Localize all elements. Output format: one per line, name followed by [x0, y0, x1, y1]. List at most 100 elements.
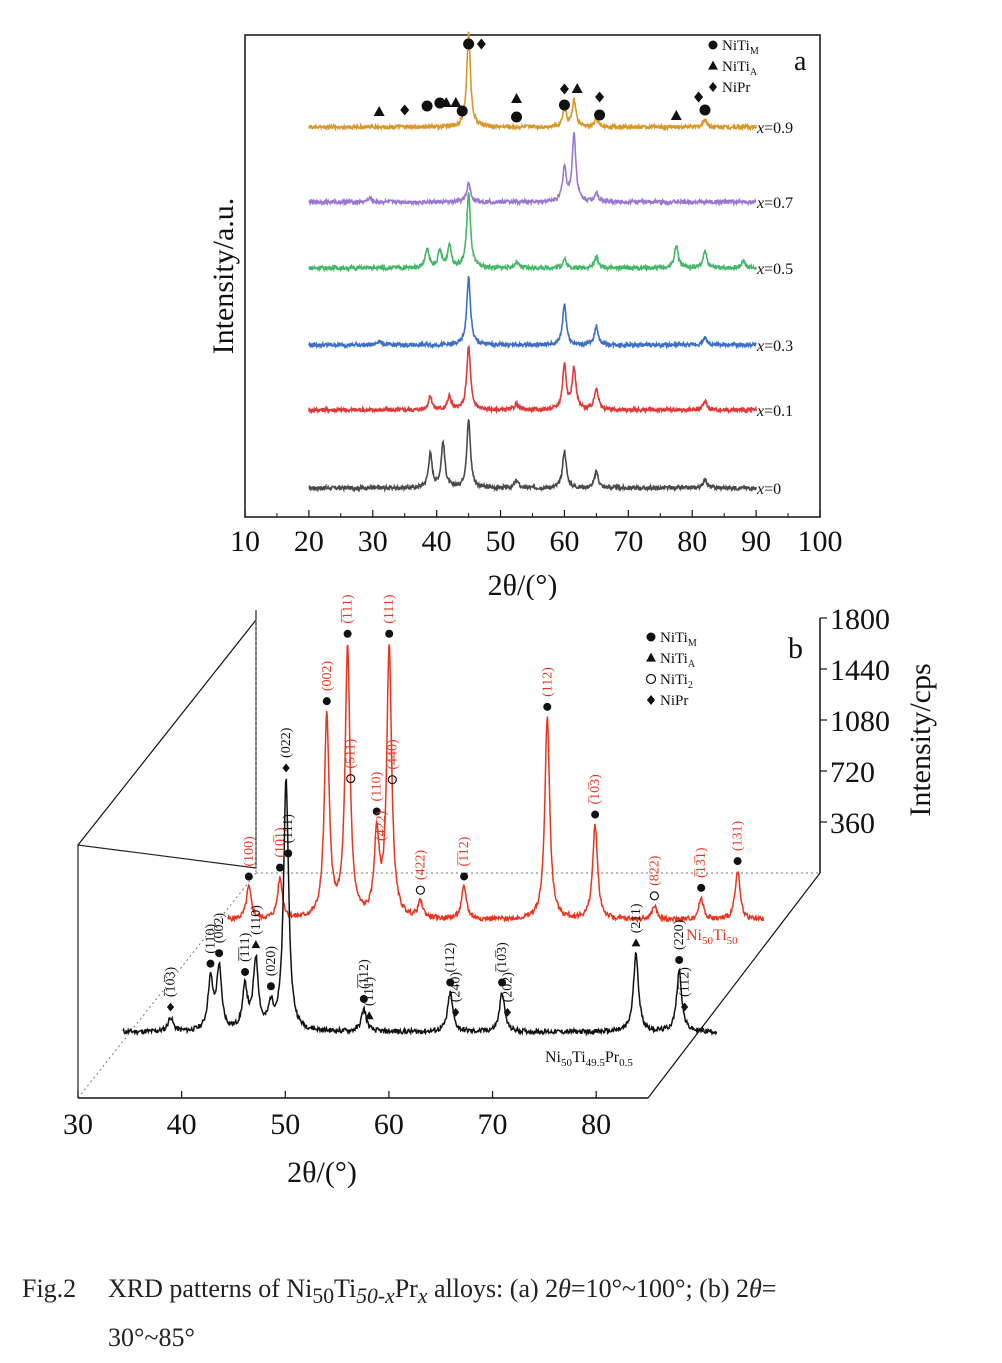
niti-a-marker [631, 938, 641, 947]
legend-a: NiTiM NiTiA NiPr [708, 38, 759, 96]
series-label: x=0.9 [756, 120, 793, 137]
niti-m-marker [456, 105, 468, 117]
nipr-marker [595, 91, 605, 103]
x-tick-label: 60 [549, 525, 579, 558]
niti-m-marker [241, 967, 250, 976]
hkl-label: (111) [281, 814, 296, 844]
series-label: x=0.5 [756, 261, 793, 278]
pattern-line [308, 276, 757, 350]
caption-sub: 50 [312, 1284, 335, 1309]
series-label-part: Ni [686, 927, 703, 944]
niti-m-marker [206, 959, 215, 968]
panel-label-b: b [788, 632, 803, 665]
hkl-label: (112) [540, 667, 555, 697]
niti-m-marker [463, 38, 475, 50]
y-tick-label: 1440 [830, 654, 890, 687]
y-axis-ticks-b: 360 720 1080 1440 1800 [820, 603, 890, 840]
x-tick-label: 50 [270, 1108, 300, 1141]
hkl-label: (020) [264, 946, 279, 977]
series-label-ni50ti50: Ni50Ti50 [686, 927, 738, 947]
legend-label: NiTiA [722, 59, 758, 78]
niti-a-marker [646, 652, 656, 662]
hkl-label: (̅1̅11) [341, 594, 356, 624]
xrd-chart-a: 10 20 30 40 50 60 70 80 90 100 2θ/(°) Intensity/a.u… [207, 31, 843, 600]
nipr-marker [708, 82, 718, 92]
annotations-ni50ti49p5pr0p5: (̅10̅3)(110)(002)(̅1̅11)(110)(020)(022)(… [164, 727, 693, 1020]
series-label-part: 49.5 [586, 1057, 606, 1069]
nipr-marker [282, 763, 290, 773]
niti-a-marker [511, 93, 523, 103]
series-label-var: x [756, 195, 764, 212]
hkl-label: (112) [443, 942, 458, 972]
box-right-edge [647, 872, 821, 1099]
niti-a-marker [571, 83, 583, 93]
series-label-part: Ti [713, 927, 727, 944]
niti2-marker [415, 885, 425, 895]
hkl-label: (422) [374, 810, 389, 841]
legend-sub: A [688, 659, 696, 670]
x-tick-label: 80 [581, 1108, 611, 1141]
x-tick-label: 70 [613, 525, 643, 558]
legend-label: NiTiM [722, 38, 759, 57]
niti-m-marker [215, 949, 224, 958]
niti-m-marker [511, 111, 523, 123]
series-label-part: Ti [572, 1049, 586, 1066]
pattern-line-ni50ti49p5pr0p5 [122, 778, 718, 1037]
pattern-line-ni50ti50 [227, 644, 765, 924]
x-tick-label: 10 [230, 525, 260, 558]
x-tick-label: 80 [677, 525, 707, 558]
pattern-line [308, 31, 757, 132]
niti-m-marker [244, 872, 253, 881]
series-label-part: 50 [727, 935, 739, 947]
hkl-label: (111) [382, 594, 397, 624]
x-axis-label: 2θ/(°) [287, 1156, 357, 1189]
series-label-val: =0 [764, 481, 781, 498]
x-axis-ticks: 10 20 30 40 50 60 70 80 90 100 [230, 510, 843, 558]
hkl-label: (̅10̅3) [588, 774, 603, 805]
hkl-label: (422) [413, 850, 428, 881]
niti-m-marker [697, 883, 706, 892]
x-tick-label: 60 [374, 1108, 404, 1141]
nipr-marker [646, 695, 656, 705]
hkl-label: (211) [629, 903, 644, 933]
caption-text: =10°~100°; (b) 2 [570, 1274, 749, 1303]
niti-m-marker [675, 955, 684, 964]
pattern-line [308, 192, 757, 273]
annotations-ni50ti50: (100) (10̅1) (002) (̅1̅11) (511) (110) (422) (1… [242, 594, 746, 901]
hkl-label: (131) [731, 820, 746, 851]
niti-m-marker [276, 863, 284, 872]
pattern-line [308, 418, 757, 493]
nipr-marker [400, 104, 410, 116]
caption-sub: 50-x [356, 1284, 395, 1309]
niti-m-marker [699, 104, 711, 116]
niti-m-marker [460, 872, 469, 881]
series-label-val: =0.3 [764, 338, 793, 355]
legend-sub: A [750, 67, 758, 78]
nipr-marker [452, 1007, 460, 1017]
niti-m-marker [498, 978, 507, 987]
box-top-left-edge [77, 619, 257, 846]
niti-m-marker [359, 994, 368, 1003]
x-tick-label: 90 [741, 525, 771, 558]
series-label: x=0.1 [756, 403, 793, 420]
legend-label: NiTi2 [660, 672, 693, 691]
hkl-label: (̅10̅3) [495, 942, 510, 973]
niti-a-marker [450, 97, 462, 107]
caption-text: Pr [394, 1274, 418, 1303]
niti-m-marker [421, 100, 433, 112]
pattern-line [308, 132, 757, 207]
hkl-label: (822) [647, 855, 662, 886]
legend-b: NiTiM NiTiA NiTi2 NiPr [645, 630, 697, 709]
niti-m-marker [558, 99, 570, 111]
legend-sub: 2 [688, 680, 693, 691]
x-tick-label: 30 [358, 525, 388, 558]
series-label-part: Ni [545, 1049, 562, 1066]
series-label-var: x [756, 403, 764, 420]
hkl-label: (111) [362, 976, 377, 1006]
series-label: x=0.7 [756, 195, 793, 212]
niti-a-marker [251, 940, 261, 949]
caption-line-2: 30°~85° [108, 1323, 195, 1353]
x-tick-label: 20 [294, 525, 324, 558]
niti-a-marker [708, 60, 718, 70]
hkl-label: (̅1̅12) [457, 836, 472, 866]
